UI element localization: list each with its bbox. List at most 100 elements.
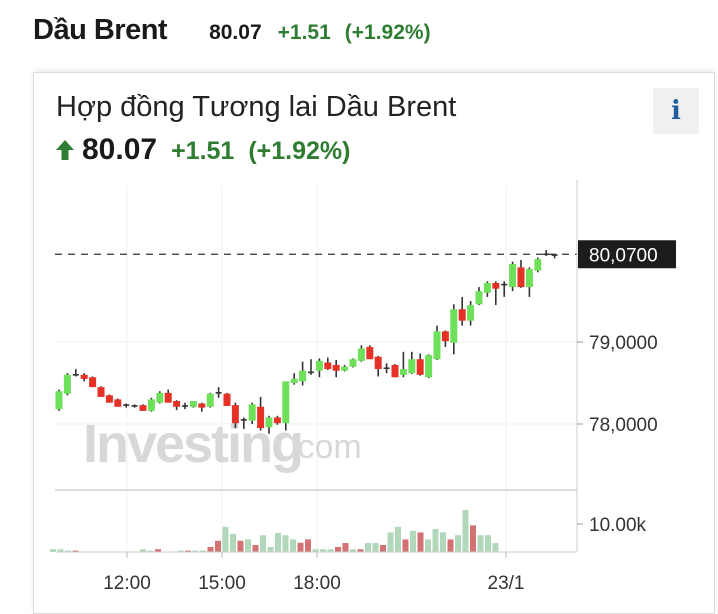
candle-up [341,366,349,371]
volume-bar [395,526,401,552]
candle-up [467,305,475,321]
volume-bar [470,525,476,552]
candle-up [450,309,458,343]
volume-bar [230,533,236,552]
candle-up [551,254,558,256]
time-axis: 12:00 15:00 18:00 23/1 [103,552,524,594]
candle-up [123,404,130,406]
candle-up [357,348,365,361]
quote-price: 80.07 [82,133,158,166]
header-price: 80.07 [209,21,262,44]
volume-bar [282,535,289,552]
candle-down [492,282,500,289]
candle-down [324,362,332,370]
price-tick-label: 78,0000 [589,415,658,436]
volume-bar [320,549,326,552]
candle-down [139,405,147,411]
info-icon: i [671,96,681,126]
candle-down [97,387,105,397]
candle-up [299,370,307,382]
candles [55,250,558,434]
candle-up [525,269,533,288]
volume-bar [335,546,341,552]
candle-up [182,405,188,407]
quote-change-pct: (+1.92%) [248,137,351,165]
candle-up [156,392,164,403]
quote-change: +1.51 [171,137,235,165]
volume-bar [200,550,206,552]
volume-bars [50,510,499,552]
volume-bar [147,550,154,552]
candle-up [308,371,314,374]
info-button[interactable]: i [653,88,699,134]
candle-down [164,392,172,403]
candle-down [257,406,265,429]
chart-widget: Hợp đồng Tương lai Dầu Brent i 80.07 +1.… [33,72,715,614]
candle-down [223,393,231,406]
candle-up [206,393,214,407]
volume-bar [350,549,356,552]
volume-bar [267,546,274,552]
candle-down [366,346,374,360]
candle-up [55,391,63,410]
candle-down [374,356,382,370]
volume-bar [50,549,56,552]
candle-up [501,283,508,286]
candle-up [543,253,550,256]
volume-bar [440,532,446,552]
header-change-pct: (+1.92%) [344,21,431,44]
volume-bar [380,545,386,552]
time-tick-label: 15:00 [198,573,246,594]
volume-bar [245,539,251,552]
candle-up [399,369,407,375]
volume-bar [410,531,416,552]
volume-bar [305,539,311,552]
candle-down [173,401,181,407]
time-tick-label: 12:00 [103,573,151,594]
volume-bar [327,549,334,552]
candle-up [425,355,433,378]
volume-bar [237,540,244,552]
arrow-up-icon [56,140,74,160]
candle-down [517,267,525,288]
volume-bar [177,550,184,552]
volume-bar [357,549,364,552]
volume-bar [312,549,319,552]
candle-up [282,381,290,424]
volume-axis: 10.00k [577,515,647,536]
candle-up [72,374,79,376]
volume-bar [65,550,71,552]
volume-bar [57,549,64,552]
chart-grid [55,185,577,552]
candle-up [265,417,273,428]
candle-up [483,282,491,293]
candle-down [198,403,206,408]
volume-bar [425,539,431,552]
volume-bar [372,543,379,552]
volume-bar [252,545,259,552]
volume-bar [192,550,199,552]
volume-bar [140,549,146,552]
candle-up [189,401,197,407]
volume-bar [185,550,191,552]
candle-up [509,264,517,288]
candle-down [391,364,399,378]
candle-down [458,309,466,321]
volume-bar [155,549,161,552]
volume-bar [477,535,484,552]
candle-down [441,331,449,342]
watermark: Investing .com [83,414,362,474]
candle-up [408,359,416,374]
widget-title: Hợp đồng Tương lai Dầu Brent [56,91,457,123]
header-change: +1.51 [277,21,331,44]
instrument-header: Dầu Brent 80.07 +1.51 (+1.92%) [33,14,431,47]
candle-up [290,378,298,383]
candle-down [231,405,239,424]
candle-up [215,392,222,394]
candle-up [63,374,71,394]
volume-bar [72,550,79,552]
candle-down [114,399,122,407]
candle-up [475,291,483,305]
volume-bar [455,535,461,552]
